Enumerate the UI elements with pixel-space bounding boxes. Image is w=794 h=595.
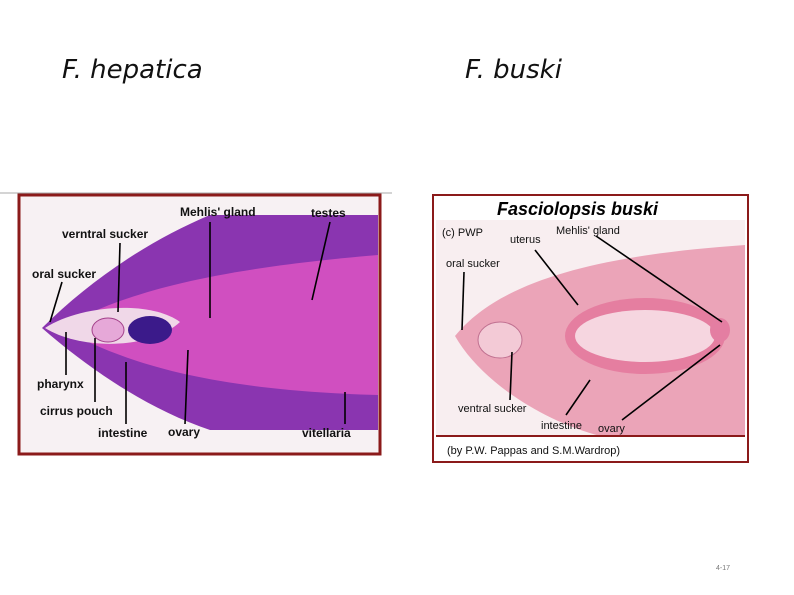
label: ovary — [168, 425, 200, 439]
label: testes — [311, 206, 346, 220]
label: oral sucker — [32, 267, 96, 281]
slide-title: F. buski — [465, 55, 563, 85]
label: pharynx — [37, 377, 84, 391]
label: vitellaria — [302, 426, 351, 440]
label: verntral sucker — [62, 227, 148, 241]
label: ventral sucker — [458, 403, 527, 415]
credit: (by P.W. Pappas and S.M.Wardrop) — [447, 445, 620, 457]
slide-title: F. hepatica — [62, 55, 203, 85]
label: intestine — [98, 426, 148, 440]
left-figure — [17, 193, 382, 456]
label: ovary — [598, 423, 625, 435]
right-figure — [432, 194, 749, 463]
label: Mehlis' gland — [180, 205, 256, 219]
label: cirrus pouch — [40, 404, 113, 418]
label: Mehlis' gland — [556, 225, 620, 237]
page-number: 4-17 — [716, 565, 730, 572]
figure-title: Fasciolopsis buski — [497, 199, 659, 219]
label: intestine — [541, 420, 582, 432]
label: (c) PWP — [442, 227, 483, 239]
label: oral sucker — [446, 258, 500, 270]
label: uterus — [510, 234, 541, 246]
